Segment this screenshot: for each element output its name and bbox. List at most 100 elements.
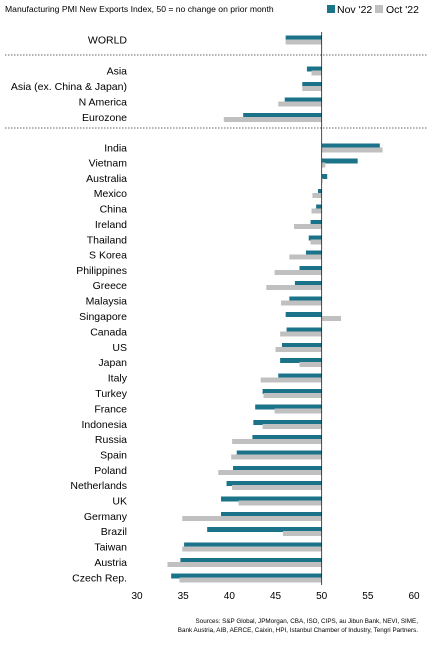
bar-oct-thailand <box>310 239 322 245</box>
source-line-2: Bank Austria, AIB, AERCE, Caixin, HPI, I… <box>178 627 418 634</box>
bar-oct-japan <box>299 362 322 367</box>
bar-oct-asia <box>311 70 322 76</box>
bar-oct-netherlands <box>232 485 322 490</box>
bar-oct-france <box>274 408 322 414</box>
x-tick-label-50: 50 <box>316 591 328 602</box>
chart-title: Manufacturing PMI New Exports Index, 50 … <box>5 4 274 14</box>
bar-oct-malaysia <box>281 300 322 306</box>
bar-nov-vietnam <box>321 158 358 164</box>
bar-nov-australia <box>321 174 328 179</box>
bar-nov-ireland <box>310 220 322 225</box>
bar-nov-netherlands <box>226 481 322 486</box>
bar-nov-poland <box>233 466 322 471</box>
x-tick-label-45: 45 <box>270 591 282 602</box>
category-label-australia: Australia <box>86 173 127 185</box>
category-label-japan: Japan <box>98 357 127 369</box>
bar-nov-s-korea <box>305 250 322 256</box>
category-label-thailand: Thailand <box>87 234 127 246</box>
bar-oct-us <box>275 347 322 352</box>
bar-oct-austria <box>167 562 322 567</box>
legend-swatch-oct <box>375 5 383 13</box>
bar-oct-world <box>285 39 322 45</box>
category-label-philippines: Philippines <box>76 265 127 277</box>
category-label-austria: Austria <box>94 557 127 569</box>
plot-area: WORLD Asia Asia (ex. China & Japan) N Ameri… <box>5 32 428 585</box>
category-label-russia: Russia <box>95 434 127 446</box>
bar-oct-greece <box>266 285 322 290</box>
category-label-france: France <box>94 403 127 415</box>
bar-nov-asia-ex-china-japan <box>302 82 322 87</box>
bar-nov-philippines <box>299 266 322 271</box>
bar-nov-indonesia <box>253 420 322 425</box>
legend-label-nov: Nov '22 <box>337 4 372 16</box>
x-tick-label-40: 40 <box>224 591 236 602</box>
bar-oct-eurozone <box>223 117 322 122</box>
bar-nov-austria <box>180 558 322 563</box>
category-label-india: India <box>104 142 127 154</box>
bar-nov-brazil <box>207 527 322 532</box>
bar-oct-spain <box>231 454 322 460</box>
bar-oct-singapore <box>321 316 342 321</box>
bar-oct-n-america <box>278 101 322 107</box>
bar-nov-canada <box>286 327 322 333</box>
bar-nov-n-america <box>284 97 322 103</box>
x-tick-label-35: 35 <box>178 591 190 602</box>
category-label-spain: Spain <box>100 449 127 461</box>
bar-oct-mexico <box>312 193 322 198</box>
category-label-world: WORLD <box>88 34 128 46</box>
bar-nov-france <box>255 404 322 410</box>
bar-nov-italy <box>278 373 322 379</box>
bar-oct-canada <box>280 331 322 337</box>
bar-nov-eurozone <box>243 113 322 118</box>
bar-nov-greece <box>294 281 322 286</box>
category-label-brazil: Brazil <box>101 526 127 538</box>
category-label-netherlands: Netherlands <box>70 480 127 492</box>
x-tick-label-55: 55 <box>362 591 374 602</box>
category-label-eurozone: Eurozone <box>82 112 127 124</box>
category-label-s-korea: S Korea <box>89 249 127 261</box>
bar-nov-asia <box>306 66 322 72</box>
bar-nov-taiwan <box>184 542 322 548</box>
bar-oct-brazil <box>282 531 322 536</box>
bar-nov-thailand <box>308 235 322 241</box>
category-label-n-america: N America <box>79 96 128 108</box>
category-label-italy: Italy <box>108 372 128 384</box>
bar-oct-turkey <box>263 393 322 398</box>
bar-nov-germany <box>221 512 322 517</box>
category-label-malaysia: Malaysia <box>86 295 128 307</box>
bar-nov-russia <box>252 435 322 440</box>
bar-oct-indonesia <box>262 424 322 429</box>
bar-oct-asia-ex-china-japan <box>302 86 322 91</box>
category-label-turkey: Turkey <box>95 388 127 400</box>
bar-nov-japan <box>280 358 322 363</box>
category-label-vietnam: Vietnam <box>89 157 128 169</box>
category-label-indonesia: Indonesia <box>81 419 127 431</box>
bar-nov-india <box>321 143 380 149</box>
category-label-poland: Poland <box>94 465 127 477</box>
bar-oct-india <box>321 147 383 153</box>
bar-nov-spain <box>236 450 322 456</box>
category-label-china: China <box>100 203 128 215</box>
bar-oct-czech-rep <box>179 577 322 583</box>
category-label-us: US <box>112 342 127 354</box>
category-label-mexico: Mexico <box>94 188 127 200</box>
category-label-taiwan: Taiwan <box>94 541 127 553</box>
bar-oct-australia <box>321 178 323 183</box>
category-label-czech-rep: Czech Rep. <box>72 572 127 584</box>
category-label-greece: Greece <box>93 280 128 292</box>
category-label-singapore: Singapore <box>79 311 127 323</box>
category-label-ireland: Ireland <box>95 219 127 231</box>
source-line-1: Sources: S&P Global, JPMorgan, CBA, ISO,… <box>196 618 419 625</box>
bar-oct-taiwan <box>182 546 322 552</box>
bar-oct-italy <box>260 377 322 383</box>
bar-nov-turkey <box>262 389 322 394</box>
category-label-asia-ex-china-japan: Asia (ex. China & Japan) <box>11 81 127 93</box>
bar-oct-russia <box>232 439 322 444</box>
bar-oct-germany <box>182 516 322 521</box>
legend-label-oct: Oct '22 <box>386 4 419 16</box>
x-axis: 30 35 40 45 50 55 60 <box>131 591 420 602</box>
bar-nov-czech-rep <box>171 573 322 579</box>
legend-swatch-nov <box>327 5 335 13</box>
bar-nov-uk <box>221 496 322 502</box>
